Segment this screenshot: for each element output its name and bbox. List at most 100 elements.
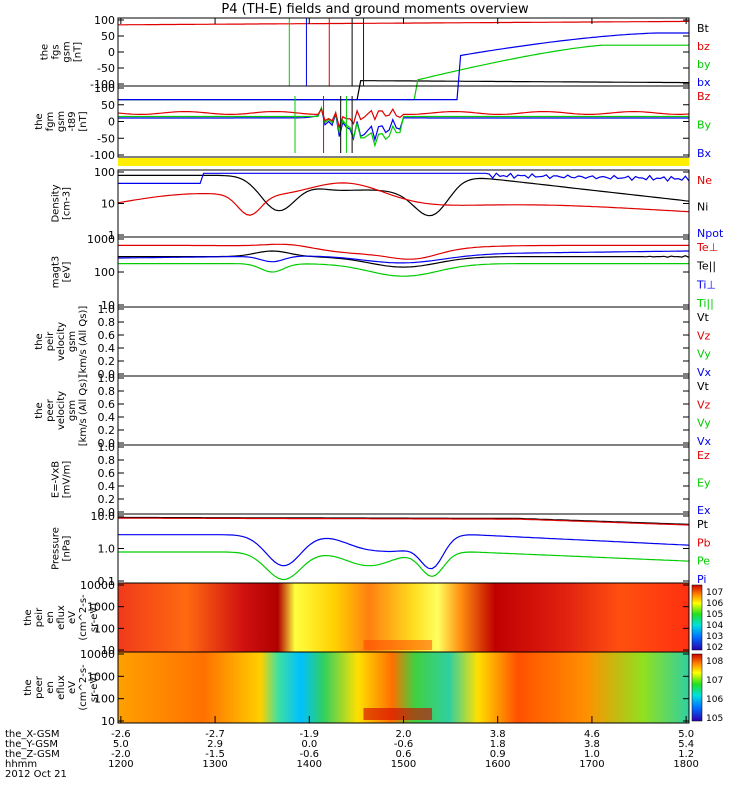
chart-title: P4 (TH-E) fields and ground moments over… xyxy=(221,2,529,17)
colorbar-tick: 102 xyxy=(706,643,723,653)
ytick-label: 0.8 xyxy=(98,385,116,398)
xaxis-value: 3.8 xyxy=(584,739,600,750)
fgs-bt-line xyxy=(118,79,689,101)
ytick-label: 10000 xyxy=(80,579,115,592)
ytick-label: 50 xyxy=(101,30,115,43)
ylabel-peir_eflux: (cm^2-s- xyxy=(78,594,89,641)
colorbar-tick: 105 xyxy=(706,610,723,620)
legend-Ti⊥: Ti⊥ xyxy=(696,278,716,291)
ytick-label: 10 xyxy=(101,198,115,211)
xaxis-value: 1.0 xyxy=(584,749,600,760)
density-npot-line xyxy=(118,172,689,184)
peer-low-band xyxy=(363,708,433,720)
ylabel-fgs: the xyxy=(40,44,51,60)
ytick-label: -50 xyxy=(97,132,115,145)
legend-Ey: Ey xyxy=(697,477,711,490)
ytick-label: 1000 xyxy=(87,233,115,246)
xaxis-value: -2.7 xyxy=(205,729,225,740)
legend-Vz: Vz xyxy=(697,329,711,342)
xaxis-value: 1700 xyxy=(579,759,604,770)
ytick-label: 0.8 xyxy=(98,316,116,329)
ylabel-fgm: [nT] xyxy=(78,111,89,131)
xaxis-row-label: the_Z-GSM xyxy=(5,749,60,760)
legend-Npot: Npot xyxy=(697,227,724,240)
xaxis-value: 1600 xyxy=(485,759,510,770)
ylabel-peer_eflux: the xyxy=(23,679,34,695)
panel-frame-temperature xyxy=(117,236,690,308)
legend-Vt: Vt xyxy=(697,311,710,324)
ytick-label: 1 xyxy=(108,229,115,242)
ylabel-peir_eflux: eflux xyxy=(56,605,67,630)
ylabel-temperature: magt3 xyxy=(51,256,62,289)
xaxis-value: -1.5 xyxy=(205,749,225,760)
legend-Ne: Ne xyxy=(697,174,712,187)
colorbar-tick: 107 xyxy=(706,588,723,598)
colorbar-tick: 106 xyxy=(706,599,723,609)
colorbar-tick: 105 xyxy=(706,714,723,724)
ytick-label: 1.0 xyxy=(98,543,116,556)
ylabel-fgm: gsm xyxy=(56,111,67,132)
legend-by: by xyxy=(697,58,711,71)
temp-tiperp-line xyxy=(118,250,689,264)
ytick-label: 0.2 xyxy=(98,355,116,368)
legend-Pt: Pt xyxy=(697,518,709,531)
xaxis-value: 1.8 xyxy=(490,739,506,750)
xaxis-row-label: the_Y-GSM xyxy=(5,739,58,750)
ylabel-peir_eflux: sr-eV) xyxy=(89,603,100,632)
xaxis-value: -1.9 xyxy=(300,729,320,740)
ylabel-peir_eflux: peir xyxy=(34,607,45,627)
ylabel-peer_eflux: sr-eV) xyxy=(89,673,100,702)
fgm-bz-line xyxy=(118,107,689,130)
ytick-label: 0 xyxy=(108,116,115,129)
xaxis-value: 1400 xyxy=(297,759,322,770)
ytick-label: 1.0 xyxy=(98,372,116,385)
panel-frame-density xyxy=(117,169,690,238)
ylabel-efield: E=-VxB xyxy=(51,461,62,498)
legend-Pb: Pb xyxy=(697,536,711,549)
ytick-label: 0.4 xyxy=(98,342,116,355)
colorbar-tick: 104 xyxy=(706,621,723,631)
pressure-pi-line xyxy=(118,534,689,570)
panel-frame-fgs xyxy=(117,17,690,87)
ylabel-peir_velocity: gsm xyxy=(67,331,78,352)
xaxis-value: 1.2 xyxy=(678,749,694,760)
legend-Ni: Ni xyxy=(697,201,708,214)
xaxis-value: -2.0 xyxy=(111,749,131,760)
xaxis-value: 0.0 xyxy=(301,739,317,750)
ylabel-peir_eflux: en xyxy=(45,611,56,624)
xaxis-row-label: the_X-GSM xyxy=(5,729,59,740)
pressure-pt-line xyxy=(118,516,689,525)
legend-Bt: Bt xyxy=(697,22,710,35)
xaxis-value: 0.9 xyxy=(490,749,506,760)
legend-Vy: Vy xyxy=(697,348,711,361)
ytick-label: 100 xyxy=(94,622,115,635)
ytick-label: 0.2 xyxy=(98,493,116,506)
xaxis-value: 5.4 xyxy=(678,739,694,750)
ytick-label: 0 xyxy=(108,46,115,59)
panel-frame-peer_velocity xyxy=(117,375,690,446)
legend-Vx: Vx xyxy=(697,366,712,379)
colorbar-tick: 106 xyxy=(706,695,723,705)
ytick-label: 0.6 xyxy=(98,329,116,342)
ytick-label: 0.0 xyxy=(98,368,116,381)
xaxis-value: 0.6 xyxy=(396,749,412,760)
ylabel-peir_velocity: the xyxy=(34,333,45,349)
ylabel-peer_eflux: (cm^2-s- xyxy=(78,664,89,711)
fgm-by-line xyxy=(118,105,689,148)
ytick-label: 0.0 xyxy=(98,506,116,519)
ylabel-fgs: gsm xyxy=(62,41,73,62)
ytick-label: 10 xyxy=(101,299,115,312)
legend-By: By xyxy=(697,119,712,132)
xaxis-value: 2.9 xyxy=(207,739,223,750)
panel-frame-fgm xyxy=(117,85,690,158)
ylabel-peer_eflux: eV xyxy=(67,681,78,694)
xaxis-value: -0.6 xyxy=(394,739,414,750)
pressure-pb-line xyxy=(118,517,689,526)
ytick-label: 1000 xyxy=(87,670,115,683)
xaxis-value: 2.0 xyxy=(396,729,412,740)
ytick-label: 1.0 xyxy=(98,303,116,316)
ylabel-peer_velocity: [km/s (All Qs)] xyxy=(78,375,89,447)
ylabel-fgs: [nT] xyxy=(73,42,84,62)
panel-frame-pressure xyxy=(117,513,690,584)
ytick-label: 0.1 xyxy=(98,575,116,588)
